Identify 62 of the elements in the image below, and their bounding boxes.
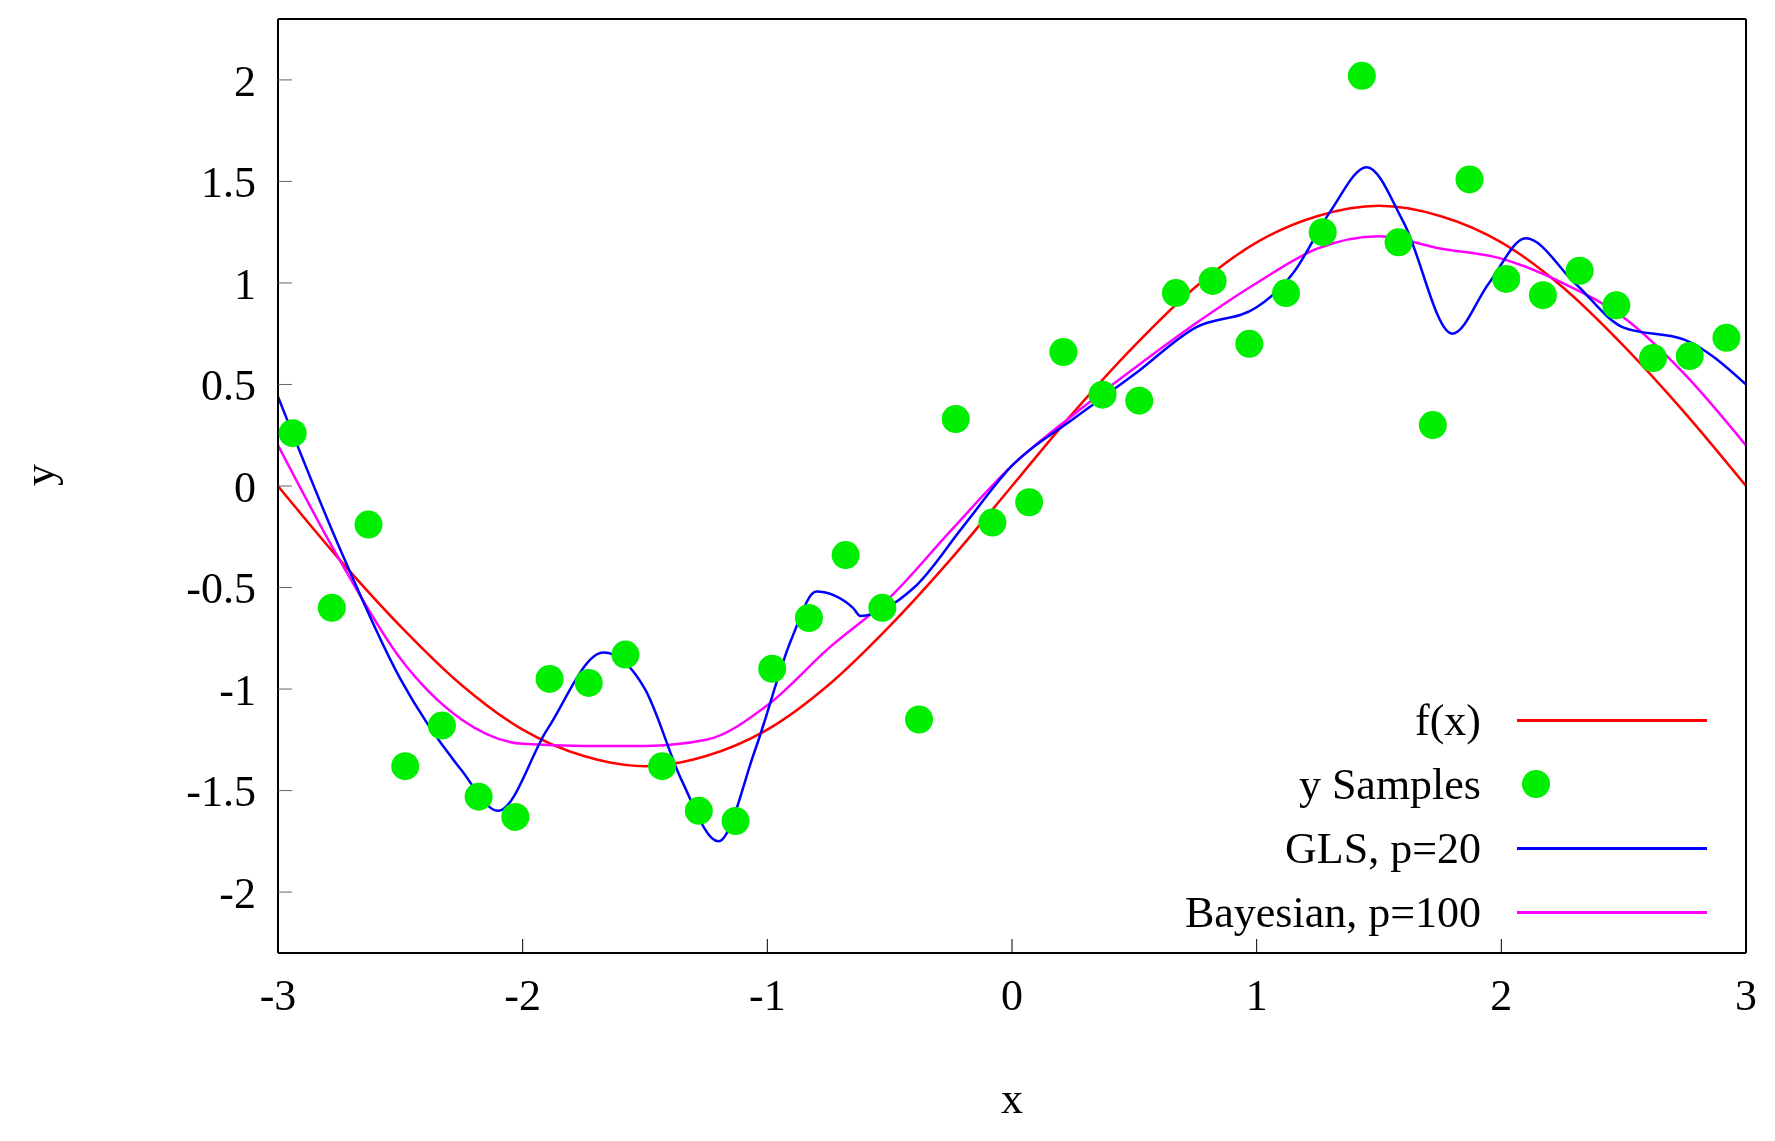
point bbox=[317, 593, 346, 622]
point bbox=[1565, 256, 1594, 285]
point bbox=[868, 593, 897, 622]
legend-label: Bayesian, p=100 bbox=[1184, 886, 1481, 938]
point bbox=[1015, 488, 1044, 517]
point bbox=[501, 802, 530, 831]
y-tick-label: -1 bbox=[219, 665, 256, 715]
y-tick-label: -1.5 bbox=[186, 767, 256, 817]
point bbox=[1639, 344, 1668, 373]
point bbox=[611, 640, 640, 669]
y-tick-label: -0.5 bbox=[186, 564, 256, 614]
point bbox=[905, 705, 934, 734]
x-tick-label: 2 bbox=[1490, 971, 1513, 1021]
x-tick-label: 1 bbox=[1245, 971, 1268, 1021]
point bbox=[941, 405, 970, 433]
point bbox=[464, 782, 493, 811]
point bbox=[1528, 281, 1557, 310]
point bbox=[535, 664, 564, 693]
point bbox=[391, 752, 420, 781]
x-tick-label: 0 bbox=[1001, 971, 1023, 1021]
y-tick-label: 2 bbox=[234, 56, 256, 106]
point bbox=[1455, 165, 1484, 194]
point bbox=[1712, 323, 1741, 352]
x-tick-label: 3 bbox=[1735, 971, 1757, 1021]
legend-label: y Samples bbox=[1298, 758, 1481, 810]
point bbox=[1308, 218, 1337, 247]
point bbox=[758, 654, 787, 683]
point bbox=[1675, 342, 1704, 371]
point bbox=[574, 668, 603, 697]
y-tick-label: 1.5 bbox=[201, 158, 256, 208]
x-tick-label: -1 bbox=[749, 971, 786, 1021]
legend-label: GLS, p=20 bbox=[1285, 822, 1481, 874]
point bbox=[1088, 380, 1117, 409]
y-tick-label: 1 bbox=[234, 259, 256, 309]
point bbox=[1049, 337, 1078, 366]
point bbox=[1384, 228, 1413, 257]
point bbox=[354, 510, 383, 539]
point bbox=[794, 603, 823, 632]
point bbox=[1602, 291, 1631, 320]
y-tick-label: 0.5 bbox=[201, 361, 256, 411]
point bbox=[831, 541, 860, 570]
point bbox=[1235, 329, 1264, 358]
point bbox=[1347, 61, 1376, 90]
point bbox=[1418, 411, 1447, 440]
point bbox=[1272, 279, 1301, 308]
point bbox=[978, 508, 1007, 537]
x-axis-title: x bbox=[1001, 1074, 1023, 1123]
y-tick-label: 0 bbox=[234, 462, 256, 512]
x-tick-label: -3 bbox=[259, 971, 297, 1021]
y-tick-label: -2 bbox=[219, 868, 256, 918]
legend-label: f(x) bbox=[1415, 694, 1481, 746]
point bbox=[648, 752, 677, 781]
point bbox=[684, 796, 713, 825]
point bbox=[1198, 266, 1227, 295]
point bbox=[1492, 264, 1521, 293]
point bbox=[721, 807, 750, 836]
point bbox=[278, 419, 307, 448]
y-axis-title: y bbox=[14, 464, 64, 486]
point bbox=[1125, 386, 1154, 415]
point bbox=[1161, 279, 1190, 308]
x-tick-label: -2 bbox=[504, 971, 541, 1021]
point bbox=[427, 711, 456, 740]
